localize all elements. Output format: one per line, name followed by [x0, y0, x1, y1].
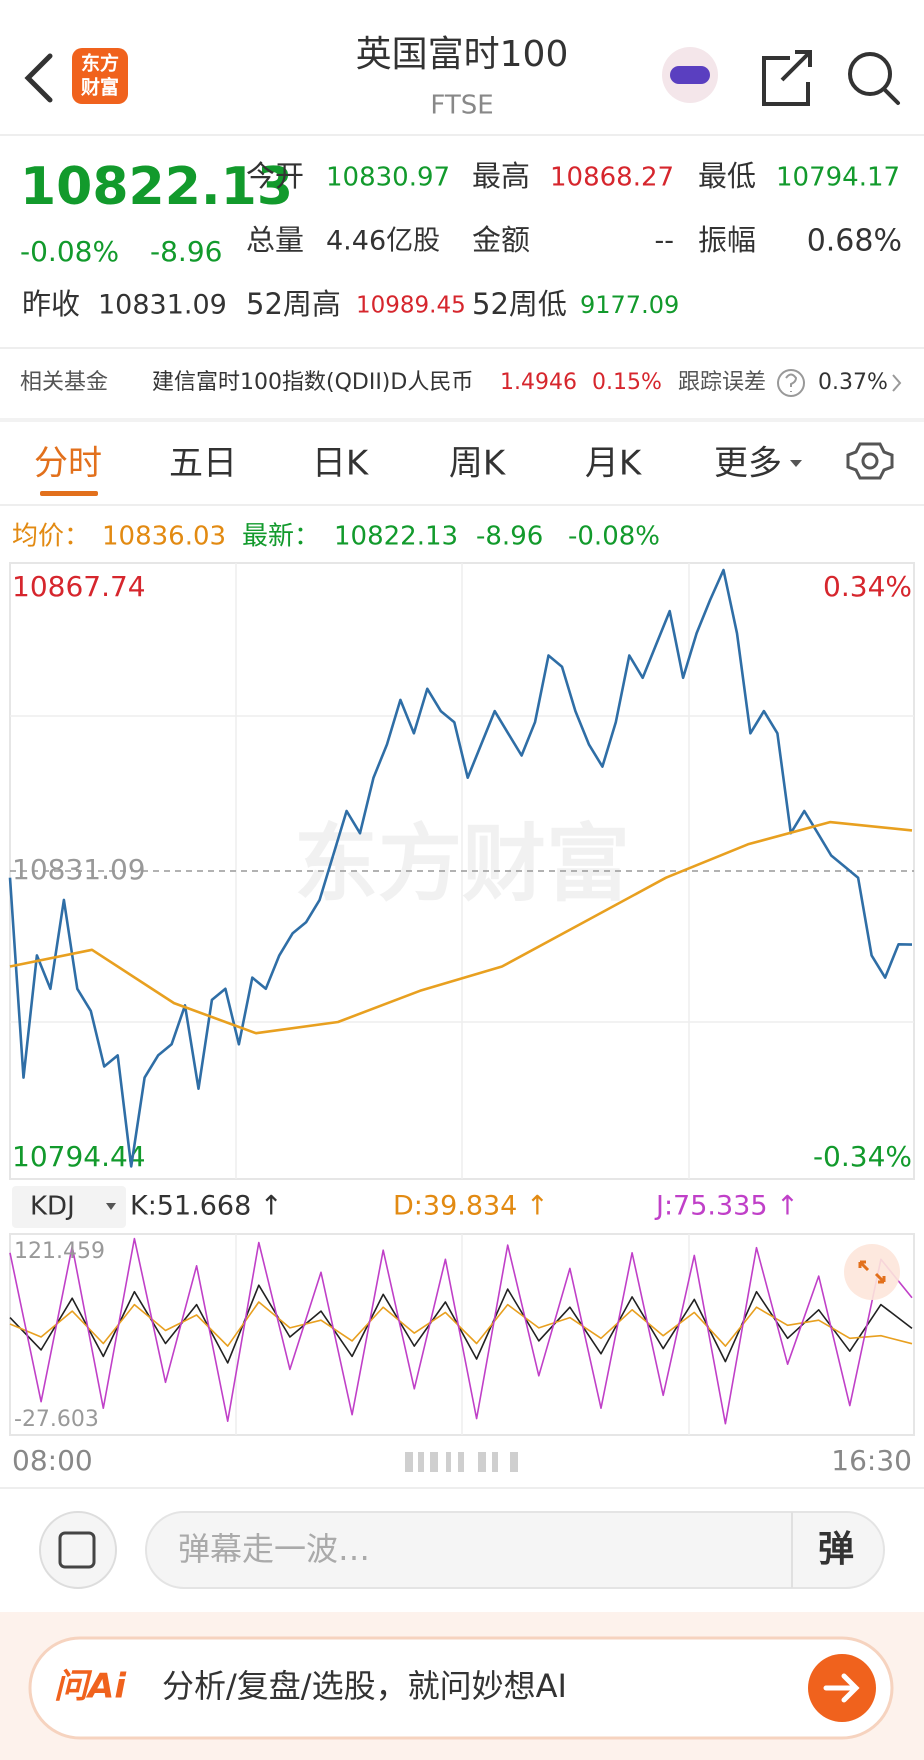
fund-change: 0.15% [592, 370, 662, 395]
tab[interactable]: 分时 [34, 444, 102, 484]
y-tick-label: 10867.74 [12, 570, 146, 603]
comment-list-button[interactable] [40, 1512, 116, 1588]
change: -8.96 [150, 235, 222, 268]
x-tick-label: 08:00 [12, 1444, 93, 1477]
field-label: 最低 [698, 159, 756, 193]
legend-j: J:75.335 ↑ [654, 1191, 799, 1222]
ref-label: 10831.09 [12, 853, 146, 886]
ai-prompt: 分析/复盘/选股，就问妙想AI [162, 1667, 567, 1705]
field-value: 10830.97 [326, 163, 450, 193]
settings-center [863, 454, 877, 468]
field-label: 总量 [246, 223, 304, 257]
bar-placeholder [478, 1452, 486, 1472]
field-value: 9177.09 [580, 291, 679, 319]
comment-placeholder: 弹幕走一波… [178, 1530, 370, 1568]
divider [0, 418, 924, 422]
loading-bars [405, 1452, 518, 1472]
bar-placeholder [458, 1452, 464, 1472]
tab[interactable]: 日K [312, 444, 370, 484]
field-value: 10868.27 [550, 163, 674, 193]
kdj-chart: 121.459 -27.603 [10, 1239, 912, 1432]
back-button[interactable] [28, 56, 50, 100]
help-mark [786, 375, 796, 393]
page-title: 英国富时100 [356, 34, 569, 75]
tab[interactable]: 五日 [169, 444, 237, 484]
indicator-name: KDJ [30, 1192, 75, 1222]
tracking-error-label: 跟踪误差 [678, 370, 766, 395]
search-handle [884, 89, 898, 103]
tab-indicator [40, 491, 98, 496]
field-value: 4.46亿股 [326, 226, 440, 257]
share-button[interactable] [764, 52, 810, 104]
bar-placeholder [446, 1452, 451, 1472]
fund-price: 1.4946 [500, 370, 577, 395]
tracking-error: 0.37% [818, 370, 888, 395]
ai-logo: 问Ai [54, 1667, 127, 1707]
page-subtitle: FTSE [430, 91, 493, 121]
avg-value: 10836.03 [102, 522, 226, 552]
y-tick-label: 121.459 [14, 1239, 105, 1264]
fund-name[interactable]: 建信富时100指数(QDII)D人民币 [152, 370, 473, 395]
logo-text: 财富 [81, 76, 119, 99]
latest-change-pct: -0.08% [568, 522, 660, 552]
latest-change: -8.96 [476, 522, 543, 552]
bar-placeholder [430, 1452, 438, 1472]
bar-placeholder [418, 1452, 424, 1472]
change-pct: -0.08% [20, 235, 119, 268]
field-value: 10989.45 [356, 293, 466, 319]
avg-label: 均价： [12, 522, 90, 552]
bar-placeholder [405, 1452, 413, 1472]
bar-placeholder [510, 1452, 518, 1472]
tab[interactable]: 更多 [714, 444, 782, 484]
y-tick-label: 10794.44 [12, 1140, 146, 1173]
expand-button[interactable] [844, 1244, 900, 1300]
y2-tick-label: -0.34% [813, 1140, 912, 1173]
latest-value: 10822.13 [334, 522, 458, 552]
settings-button[interactable] [848, 444, 892, 478]
tab-bar: 分时 五日 日K 周K 月K 更多 [34, 444, 802, 484]
latest-label: 最新： [242, 522, 320, 552]
danmu-toggle[interactable]: 弹 [818, 1529, 854, 1570]
chevron [893, 375, 900, 391]
field-label: 昨收 [22, 287, 80, 321]
logo-text: 东方 [81, 52, 119, 75]
fund-label: 相关基金 [20, 370, 108, 395]
y2-tick-label: 0.34% [823, 570, 912, 603]
field-label: 金额 [472, 223, 530, 257]
x-tick-label: 16:30 [831, 1444, 912, 1477]
tab[interactable]: 周K [449, 444, 507, 484]
field-label: 今开 [246, 159, 304, 193]
field-value: 10831.09 [98, 290, 227, 321]
tab[interactable]: 月K [585, 444, 643, 484]
field-value: -- [655, 226, 675, 257]
tab-more-arrow [790, 460, 802, 467]
legend-k: K:51.668 ↑ [130, 1191, 282, 1222]
field-value: 0.68% [807, 224, 902, 259]
field-label: 52周高 [246, 287, 341, 321]
avatar-visor [670, 66, 710, 84]
bar-placeholder [492, 1452, 498, 1472]
y-tick-label: -27.603 [14, 1407, 99, 1432]
field-value: 10794.17 [776, 163, 900, 193]
field-label: 52周低 [472, 287, 567, 321]
field-label: 振幅 [698, 223, 756, 257]
legend-d: D:39.834 ↑ [393, 1191, 549, 1222]
watermark: 东方财富 [294, 815, 630, 913]
field-label: 最高 [472, 159, 530, 193]
